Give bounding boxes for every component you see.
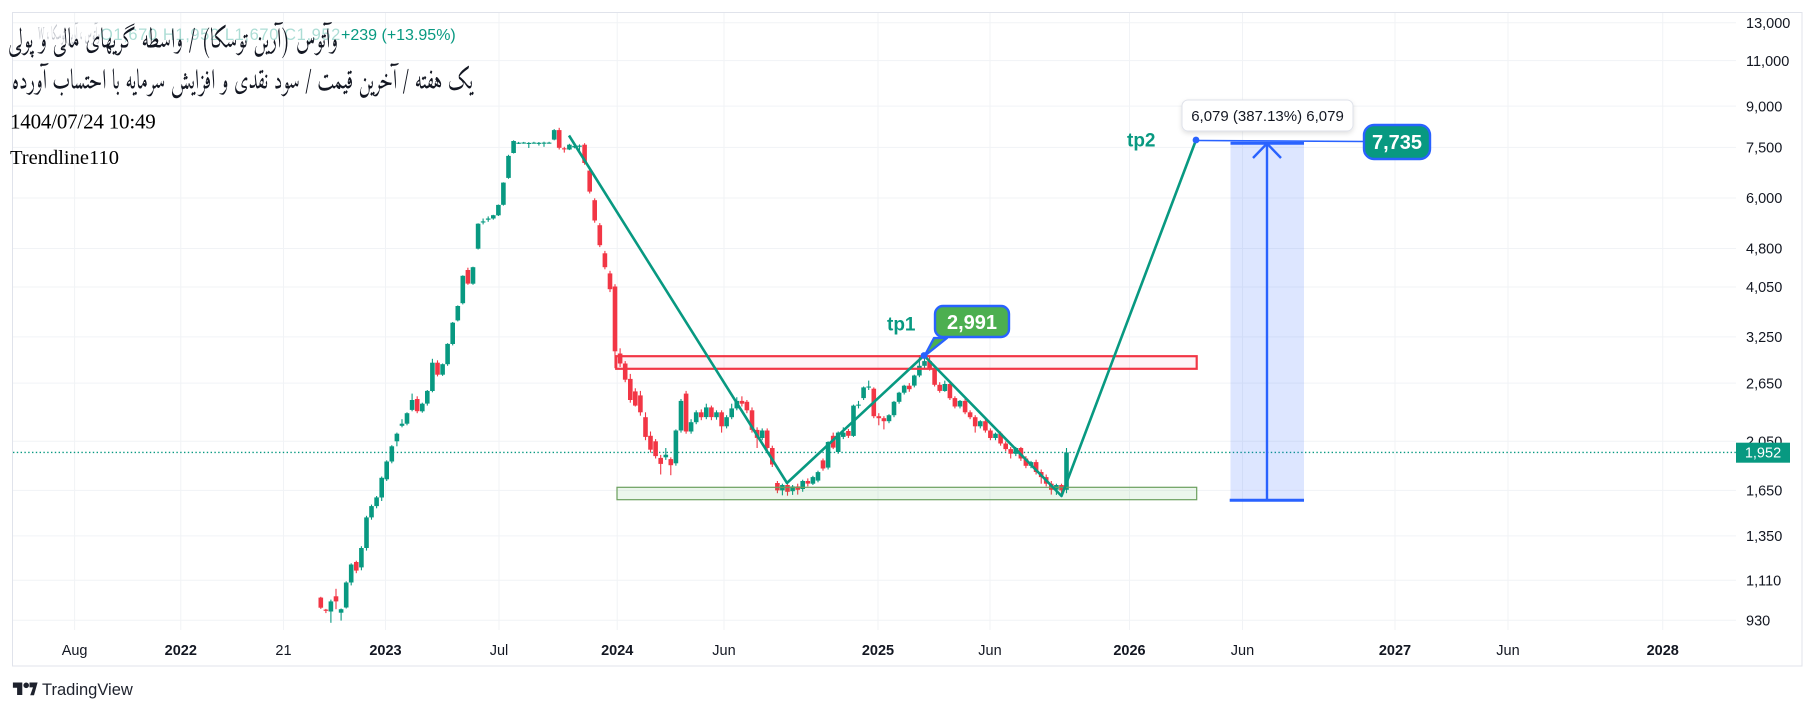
svg-text:2,991: 2,991: [947, 312, 997, 334]
svg-text:11,000: 11,000: [1746, 54, 1789, 70]
svg-text:O1,670 H1,952 L1,670 C1,952: O1,670 H1,952 L1,670 C1,952: [100, 26, 341, 44]
svg-text:tp1: tp1: [887, 315, 916, 336]
svg-text:7,500: 7,500: [1746, 141, 1782, 157]
svg-text:2022: 2022: [165, 643, 197, 659]
svg-text:Aug: Aug: [62, 643, 88, 659]
svg-text:tp2: tp2: [1127, 131, 1156, 152]
svg-text:1404/07/24 10:49: 1404/07/24 10:49: [10, 110, 156, 134]
svg-text:4,050: 4,050: [1746, 280, 1782, 296]
svg-text:930: 930: [1746, 614, 1770, 630]
svg-text:Jul: Jul: [490, 643, 509, 659]
svg-text:2024: 2024: [601, 643, 633, 659]
svg-text:6,079 (387.13%) 6,079: 6,079 (387.13%) 6,079: [1191, 108, 1344, 125]
svg-text:13,000: 13,000: [1746, 16, 1790, 32]
svg-text:+239 (+13.95%): +239 (+13.95%): [341, 27, 456, 44]
svg-text:Jun: Jun: [712, 643, 735, 659]
svg-text:2025: 2025: [862, 643, 894, 659]
svg-text:2026: 2026: [1113, 643, 1145, 659]
svg-text:Jun: Jun: [1496, 643, 1519, 659]
svg-text:1,350: 1,350: [1746, 529, 1782, 545]
svg-text:2027: 2027: [1379, 643, 1411, 659]
svg-text:1,952: 1,952: [1745, 446, 1781, 462]
svg-text:1,110: 1,110: [1746, 573, 1781, 589]
svg-text:21: 21: [275, 643, 291, 659]
svg-text:9,000: 9,000: [1746, 99, 1782, 115]
svg-text:7,735: 7,735: [1372, 132, 1422, 154]
svg-text:TradingView: TradingView: [42, 681, 133, 699]
svg-text:4,800: 4,800: [1746, 242, 1782, 258]
svg-text:2028: 2028: [1647, 643, 1679, 659]
svg-text:2023: 2023: [369, 643, 401, 659]
svg-text:3,250: 3,250: [1746, 330, 1782, 346]
svg-text:2,650: 2,650: [1746, 376, 1782, 392]
svg-text:Jun: Jun: [1231, 643, 1254, 659]
svg-text:1,650: 1,650: [1746, 484, 1782, 500]
svg-text:Trendline110: Trendline110: [10, 147, 119, 169]
svg-text:Jun: Jun: [978, 643, 1001, 659]
svg-text:6,000: 6,000: [1746, 191, 1782, 207]
